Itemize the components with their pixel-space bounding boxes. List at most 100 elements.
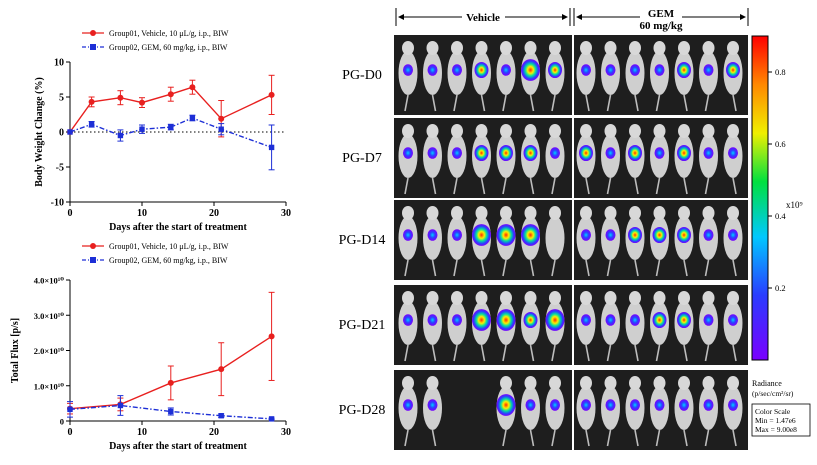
mouse-tail <box>404 429 409 447</box>
mouse-tail <box>502 429 507 447</box>
bioluminescence-signal <box>728 229 738 241</box>
mouse-tail <box>502 94 507 112</box>
radiance-colorbar: 0.8 0.6 0.4 0.2 x10⁹ Radiance (p/sec/cm²/sr… <box>751 35 811 437</box>
mouse-tail <box>606 259 612 277</box>
bioluminescence-signal <box>605 64 616 76</box>
bioluminescence-signal <box>499 144 513 162</box>
mouse <box>625 291 645 362</box>
mouse-head <box>549 206 561 220</box>
x-tick-label: 20 <box>209 208 219 219</box>
mouse-tail <box>606 429 612 447</box>
bioluminescence-signal <box>677 144 691 162</box>
bioluminescence-signal <box>652 311 667 329</box>
mouse <box>545 124 565 195</box>
bioluminescence-signal <box>545 309 565 331</box>
mouse-head <box>580 206 592 220</box>
mouse <box>576 291 596 362</box>
bioluminescence-signal <box>550 399 560 411</box>
mouse-head <box>702 376 715 390</box>
mouse-tail <box>551 429 556 447</box>
mouse-head <box>580 124 592 138</box>
mouse <box>674 206 694 277</box>
mouse-head <box>475 206 488 220</box>
bioluminescence-signal <box>679 399 689 411</box>
bioluminescence-signal <box>525 399 536 411</box>
legend-swatch-marker <box>90 243 96 249</box>
mouse-tail <box>606 94 612 112</box>
mouse-tail <box>634 344 639 362</box>
mouse-tail <box>732 429 737 447</box>
mouse <box>545 291 565 362</box>
series-line <box>69 404 272 420</box>
mouse <box>650 206 669 277</box>
mouse-head <box>549 291 561 305</box>
bioluminescence-signal <box>703 314 714 326</box>
data-point <box>218 126 224 132</box>
mouse-tail <box>634 429 639 447</box>
colorbar-title: Radiance <box>752 379 782 388</box>
mouse-tail <box>655 94 661 112</box>
mouse <box>576 124 596 195</box>
bioluminescence-signal <box>403 147 413 159</box>
mouse <box>423 291 442 362</box>
mouse <box>472 41 491 112</box>
mouse <box>723 206 743 277</box>
data-point <box>88 121 95 127</box>
mouse-head <box>475 291 488 305</box>
mouse <box>699 124 718 195</box>
bioluminescence-signal <box>403 229 413 241</box>
bioluminescence-signal <box>628 226 642 244</box>
mouse <box>650 124 669 195</box>
data-point <box>167 379 174 386</box>
y-tick-label: -10 <box>51 198 64 209</box>
mouse-head <box>580 376 592 390</box>
mouse-tail <box>431 344 437 362</box>
mouse-head <box>727 124 739 138</box>
mouse-tail <box>683 259 688 277</box>
y-axis-label: Body Weight Change (%) <box>34 77 45 187</box>
data-point <box>88 98 95 105</box>
mouse <box>723 41 743 112</box>
total-flux-chart: Group01, Vehicle, 10 μL/g, i.p., BIW Grou… <box>10 242 291 452</box>
bioluminescence-signal <box>677 61 691 79</box>
mouse <box>625 206 645 277</box>
row-label: PG-D7 <box>342 151 382 166</box>
imaging-row <box>394 118 748 198</box>
mouse <box>650 376 669 447</box>
chart1-axes: 0 10 20 30 -10 -5 0 5 10 Days after the start of … <box>34 58 291 234</box>
mouse <box>601 376 620 447</box>
group-sublabel-gem: 60 mg/kg <box>639 20 683 32</box>
legend-entry: Group02, GEM, 60 mg/kg, i.p., BIW <box>109 43 228 52</box>
bioluminescence-signal <box>548 61 562 79</box>
data-point <box>168 124 174 130</box>
bioluminescence-signal <box>605 147 616 159</box>
bioluminescence-signal <box>427 147 438 159</box>
row-label: PG-D21 <box>339 318 386 333</box>
mouse-head <box>604 291 617 305</box>
mouse-head <box>500 376 512 390</box>
mouse-head <box>451 206 463 220</box>
data-point <box>189 115 196 121</box>
mouse-tail <box>585 429 590 447</box>
mouse-head <box>580 41 592 55</box>
bioluminescence-signal <box>728 147 738 159</box>
mouse-tail <box>585 259 590 277</box>
mouse-tail <box>453 259 458 277</box>
mouse <box>423 206 442 277</box>
mouse-tail <box>551 177 556 195</box>
mouse <box>545 206 565 277</box>
mouse-tail <box>480 344 486 362</box>
bioluminescence-signal <box>605 229 616 241</box>
mouse-head <box>653 376 666 390</box>
bioluminescence-signal <box>579 144 593 162</box>
bioluminescence-signal <box>628 144 642 162</box>
y-axis-label: Total Flux [p/s] <box>10 318 21 383</box>
mouse-tail <box>529 429 535 447</box>
bioluminescence-signal <box>654 64 665 76</box>
mouse-tail <box>606 177 612 195</box>
x-tick-label: 10 <box>137 208 147 219</box>
mouse <box>496 206 516 277</box>
bioluminescence-signal <box>452 147 462 159</box>
bioluminescence-signal <box>452 314 462 326</box>
mouse-tail <box>431 259 437 277</box>
